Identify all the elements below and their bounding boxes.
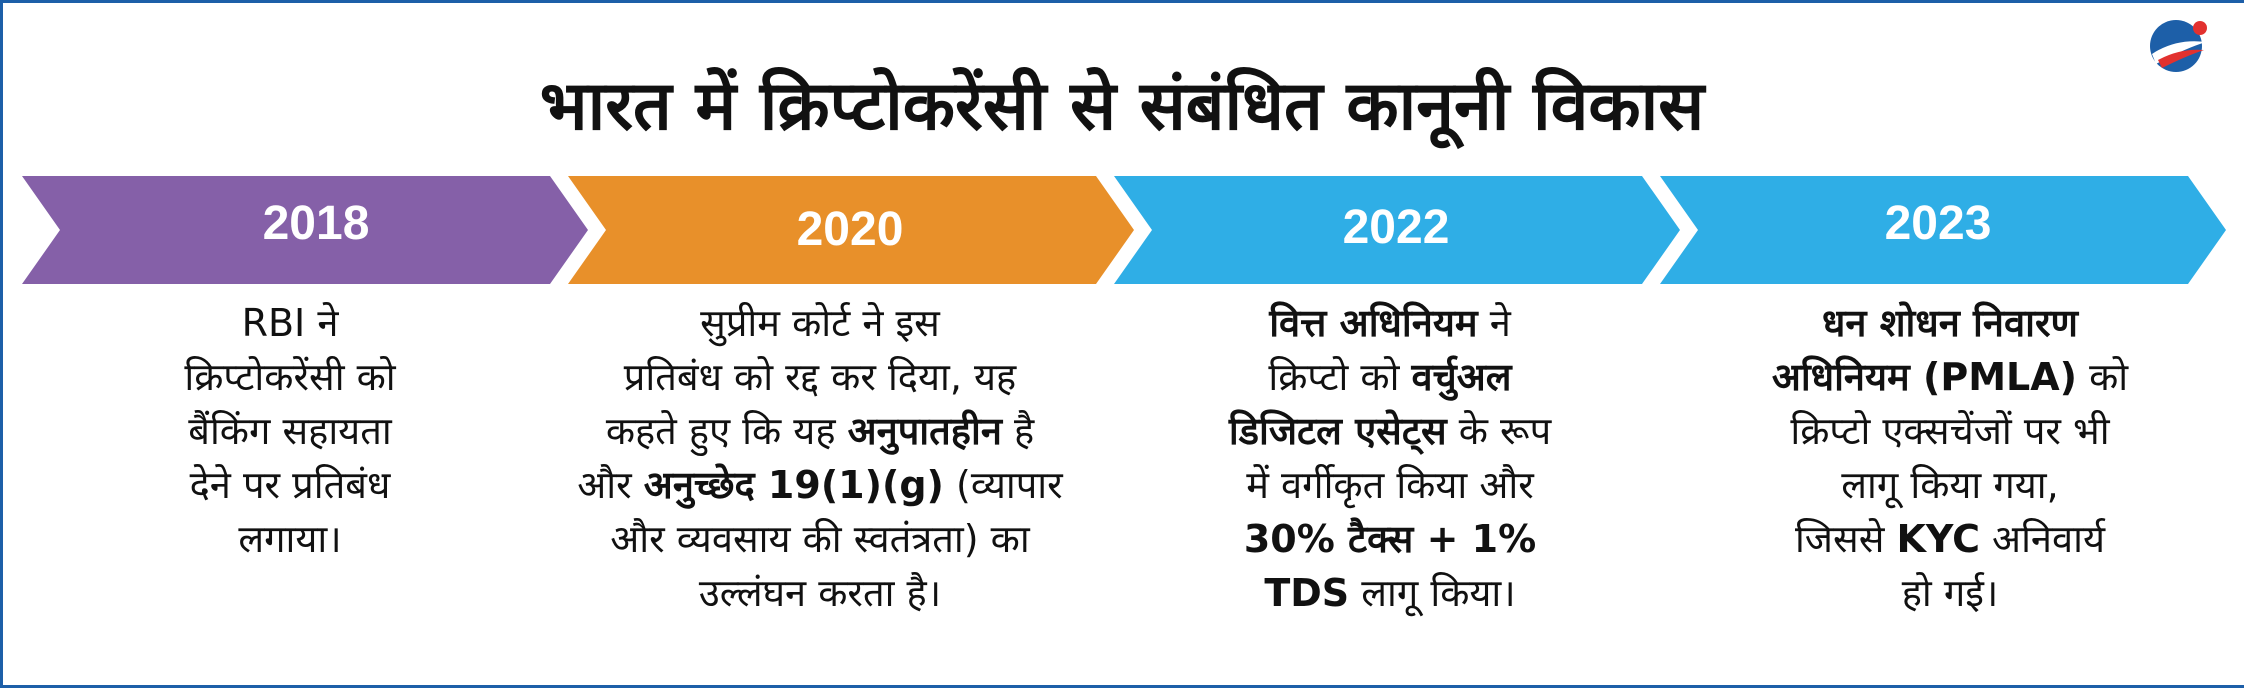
bold-text: 30% टैक्स + 1% bbox=[1243, 517, 1537, 561]
description-line: RBI ने bbox=[100, 296, 480, 350]
description-line: उल्लंघन करता है। bbox=[530, 566, 1110, 620]
bold-text: अनुपातहीन bbox=[847, 409, 1002, 453]
description-line: क्रिप्टो एक्सचेंजों पर भी bbox=[1690, 404, 2210, 458]
description-line: हो गई। bbox=[1690, 566, 2210, 620]
event-description-2023: धन शोधन निवारण अधिनियम (PMLA) को क्रिप्टो … bbox=[1690, 296, 2210, 620]
bold-text: वर्चुअल bbox=[1411, 355, 1512, 399]
description-line: लगाया। bbox=[100, 512, 480, 566]
text: के रूप bbox=[1446, 409, 1552, 453]
text: है bbox=[1001, 409, 1035, 453]
description-line: प्रतिबंध को रद्द कर दिया, यह bbox=[530, 350, 1110, 404]
year-label-2022: 2022 bbox=[1342, 201, 1450, 254]
bold-text: अनुच्छेद 19(1)(g) bbox=[643, 463, 944, 507]
timeline-arrow-2020 bbox=[568, 176, 1134, 284]
description-line: जिससे KYC अनिवार्य bbox=[1690, 512, 2210, 566]
description-line: बैंकिंग सहायता bbox=[100, 404, 480, 458]
description-line: अधिनियम (PMLA) को bbox=[1690, 350, 2210, 404]
description-line: क्रिप्टोकरेंसी को bbox=[100, 350, 480, 404]
text: लागू किया गया, bbox=[1841, 463, 2059, 507]
description-line: लागू किया गया, bbox=[1690, 458, 2210, 512]
text: हो गई। bbox=[1901, 571, 1999, 615]
year-label-2020: 2020 bbox=[796, 203, 904, 256]
timeline-arrow-2023 bbox=[1660, 176, 2226, 284]
text: कहते हुए कि यह bbox=[605, 409, 848, 453]
timeline-arrows bbox=[22, 176, 2226, 284]
bold-text: वित्त अधिनियम bbox=[1269, 301, 1478, 345]
bold-text: डिजिटल एसेट्स bbox=[1228, 409, 1447, 453]
brand-logo-icon bbox=[2150, 20, 2207, 72]
text: क्रिप्टो को bbox=[1268, 355, 1412, 399]
year-label-2023: 2023 bbox=[1884, 197, 1992, 250]
description-line: में वर्गीकृत किया और bbox=[1130, 458, 1650, 512]
description-line: और अनुच्छेद 19(1)(g) (व्यापार bbox=[530, 458, 1110, 512]
timeline-arrow-2018 bbox=[22, 176, 588, 284]
description-line: 30% टैक्स + 1% bbox=[1130, 512, 1650, 566]
timeline-arrow-2022 bbox=[1114, 176, 1680, 284]
description-line: डिजिटल एसेट्स के रूप bbox=[1130, 404, 1650, 458]
description-line: वित्त अधिनियम ने bbox=[1130, 296, 1650, 350]
text: क्रिप्टो एक्सचेंजों पर भी bbox=[1790, 409, 2110, 453]
text: देने पर प्रतिबंध bbox=[189, 463, 391, 507]
text: और व्यवसाय की स्वतंत्रता) का bbox=[610, 517, 1030, 561]
bold-text: TDS bbox=[1264, 571, 1350, 615]
event-description-2022: वित्त अधिनियम ने क्रिप्टो को वर्चुअल डिजिट… bbox=[1130, 296, 1650, 620]
text: सुप्रीम कोर्ट ने इस bbox=[700, 301, 940, 345]
bold-text: धन शोधन निवारण bbox=[1822, 301, 2078, 345]
text: और bbox=[577, 463, 644, 507]
bold-text: KYC bbox=[1896, 517, 1980, 561]
text: लगाया। bbox=[238, 517, 342, 561]
bold-text: अधिनियम (PMLA) bbox=[1771, 355, 2078, 399]
description-line: क्रिप्टो को वर्चुअल bbox=[1130, 350, 1650, 404]
text: को bbox=[2077, 355, 2129, 399]
text: क्रिप्टोकरेंसी को bbox=[184, 355, 396, 399]
text: प्रतिबंध को रद्द कर दिया, यह bbox=[623, 355, 1017, 399]
text: RBI ने bbox=[241, 301, 339, 345]
year-label-2018: 2018 bbox=[262, 197, 370, 250]
event-description-2020: सुप्रीम कोर्ट ने इस प्रतिबंध को रद्द कर द… bbox=[530, 296, 1110, 620]
text: अनिवार्य bbox=[1979, 517, 2106, 561]
text: बैंकिंग सहायता bbox=[188, 409, 392, 453]
description-line: कहते हुए कि यह अनुपातहीन है bbox=[530, 404, 1110, 458]
text: (व्यापार bbox=[943, 463, 1063, 507]
text: में वर्गीकृत किया और bbox=[1246, 463, 1534, 507]
text: जिससे bbox=[1794, 517, 1897, 561]
page-title: भारत में क्रिप्टोकरेंसी से संबंधित कानून… bbox=[539, 67, 1705, 146]
description-line: और व्यवसाय की स्वतंत्रता) का bbox=[530, 512, 1110, 566]
description-line: सुप्रीम कोर्ट ने इस bbox=[530, 296, 1110, 350]
event-description-2018: RBI ने क्रिप्टोकरेंसी को बैंकिंग सहायता देन… bbox=[100, 296, 480, 566]
text: उल्लंघन करता है। bbox=[698, 571, 942, 615]
description-line: TDS लागू किया। bbox=[1130, 566, 1650, 620]
text: ने bbox=[1477, 301, 1511, 345]
description-line: देने पर प्रतिबंध bbox=[100, 458, 480, 512]
description-line: धन शोधन निवारण bbox=[1690, 296, 2210, 350]
text: लागू किया। bbox=[1349, 571, 1516, 615]
